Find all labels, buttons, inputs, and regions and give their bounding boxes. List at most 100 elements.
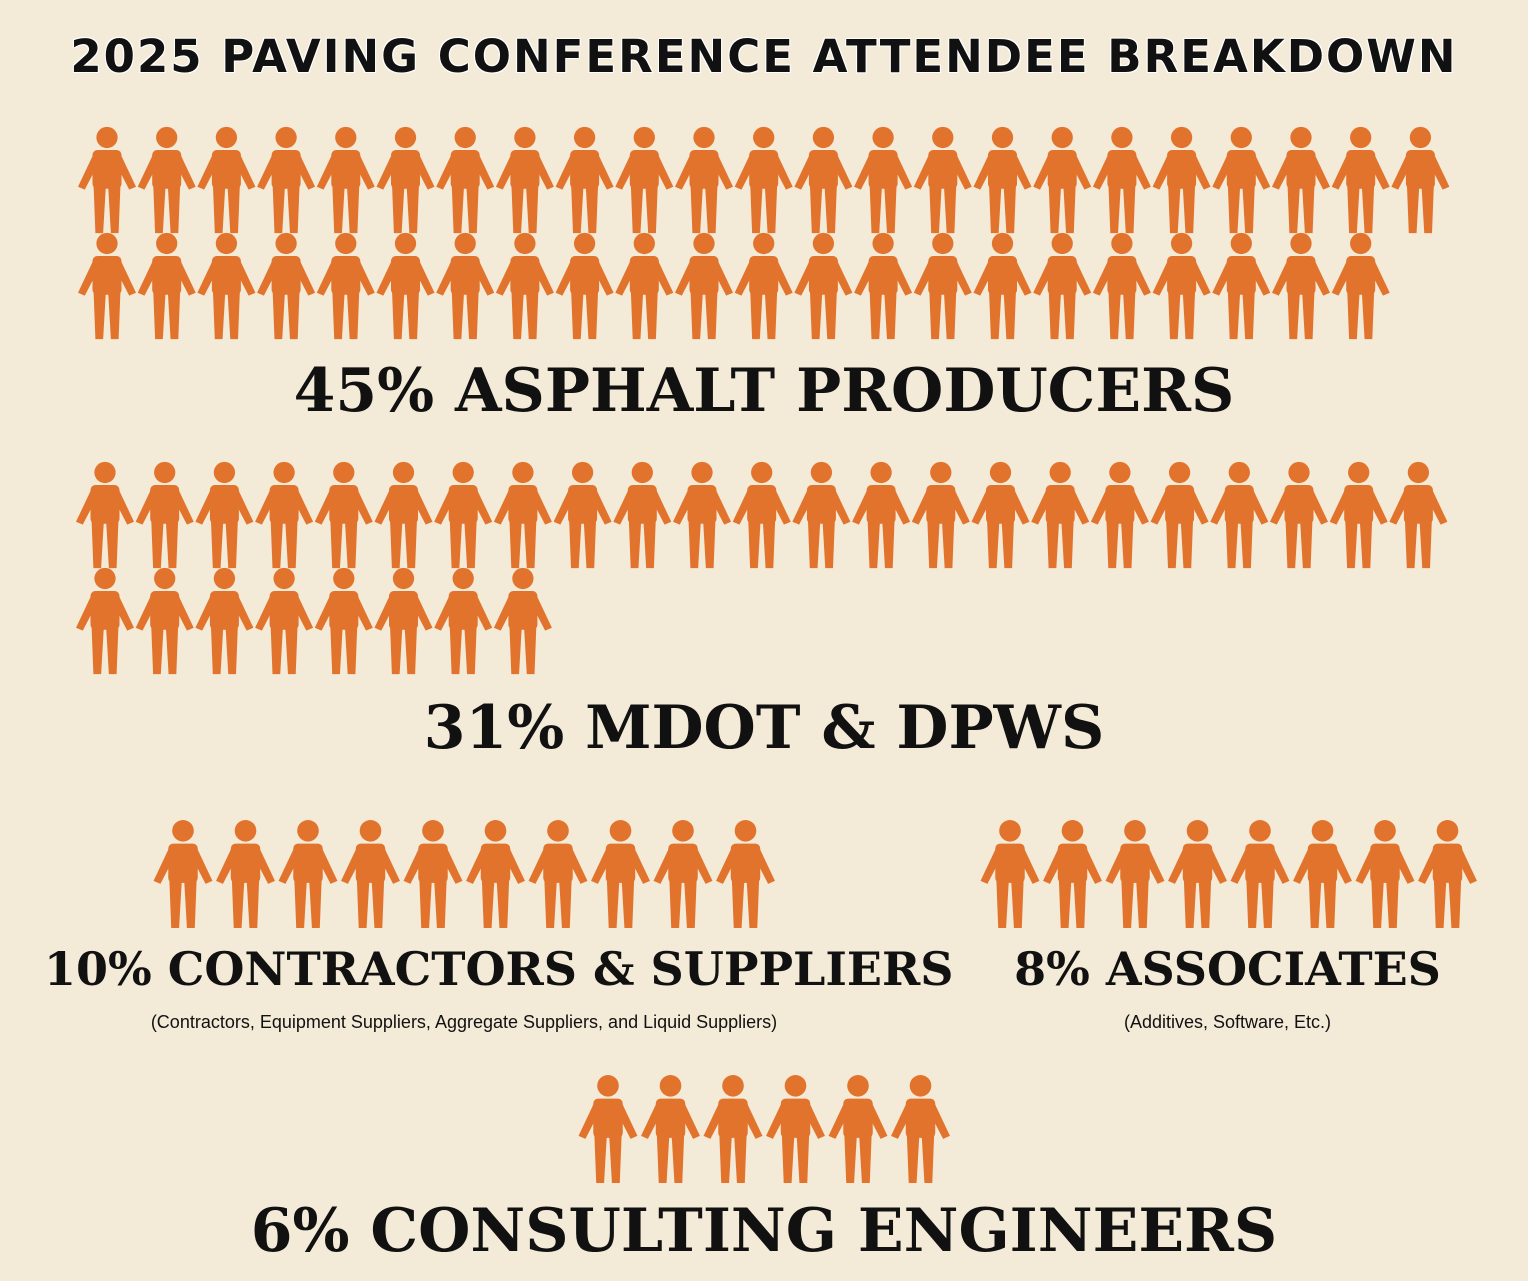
label-contractors: 10% CONTRACTORS & SUPPLIERS	[44, 942, 954, 996]
person-icon	[1418, 820, 1477, 928]
person-icon	[734, 232, 793, 340]
person-icon	[828, 1075, 888, 1183]
person-icon	[1090, 461, 1149, 569]
person-icon	[613, 461, 672, 569]
person-icon	[1210, 461, 1269, 569]
person-icon	[135, 567, 194, 675]
person-icon	[434, 567, 493, 675]
person-icon	[578, 1075, 638, 1183]
person-icon	[1270, 461, 1328, 569]
person-icon	[973, 232, 1032, 340]
person-icon	[673, 461, 731, 569]
person-icon	[278, 820, 338, 928]
person-icon	[913, 126, 972, 234]
person-icon	[980, 820, 1040, 928]
person-icon	[555, 232, 614, 340]
person-icon	[732, 461, 791, 569]
person-icon	[495, 126, 554, 234]
label-asphalt: 45% ASPHALT PRODUCERS	[293, 356, 1235, 426]
person-icon	[1329, 461, 1388, 569]
person-icon	[1212, 232, 1271, 340]
person-icon	[555, 126, 614, 234]
note-contractors: (Contractors, Equipment Suppliers, Aggre…	[150, 1012, 778, 1032]
person-icon	[1150, 461, 1209, 569]
person-icon	[374, 567, 433, 675]
person-icon	[794, 126, 853, 234]
person-icon	[316, 232, 375, 340]
person-icon	[911, 461, 970, 569]
person-icon	[641, 1075, 700, 1183]
label-associates: 8% ASSOCIATES	[1014, 942, 1441, 996]
person-icon	[1272, 232, 1330, 340]
person-icon	[255, 461, 314, 569]
person-icon	[615, 232, 674, 340]
person-icon	[493, 461, 552, 569]
person-icon	[1105, 820, 1165, 928]
person-icon	[1391, 126, 1450, 234]
person-icon	[78, 232, 136, 340]
person-icon	[1331, 232, 1390, 340]
person-icon	[913, 232, 972, 340]
person-icon	[891, 1075, 950, 1183]
label-mdot: 31% MDOT & DPWS	[423, 693, 1105, 763]
person-icon	[1168, 820, 1227, 928]
person-icon	[1031, 461, 1090, 569]
person-icon	[153, 820, 213, 928]
person-icon	[434, 461, 493, 569]
person-icon	[553, 461, 612, 569]
person-icon	[314, 567, 373, 675]
person-icon	[792, 461, 851, 569]
person-icon	[1355, 820, 1415, 928]
person-icon	[436, 232, 495, 340]
person-icon	[615, 126, 674, 234]
person-icon	[1043, 820, 1102, 928]
icon-group-asphalt	[78, 126, 1450, 340]
person-icon	[1272, 126, 1330, 234]
icon-group-mdot	[76, 461, 1448, 675]
person-icon	[675, 232, 733, 340]
person-icon	[766, 1075, 825, 1183]
person-icon	[1212, 126, 1271, 234]
person-icon	[403, 820, 463, 928]
person-icon	[1293, 820, 1352, 928]
person-icon	[374, 461, 433, 569]
person-icon	[1033, 232, 1092, 340]
person-icon	[341, 820, 400, 928]
person-icon	[436, 126, 495, 234]
person-icon	[1033, 126, 1092, 234]
icon-group-engineers	[578, 1075, 950, 1183]
person-icon	[675, 126, 733, 234]
person-icon	[195, 461, 254, 569]
chart-title: 2025 PAVING CONFERENCE ATTENDEE BREAKDOW…	[70, 30, 1458, 83]
person-icon	[376, 232, 435, 340]
person-icon	[973, 126, 1032, 234]
person-icon	[1230, 820, 1290, 928]
person-icon	[197, 232, 256, 340]
person-icon	[854, 232, 913, 340]
person-icon	[216, 820, 275, 928]
person-icon	[591, 820, 650, 928]
person-icon	[257, 232, 316, 340]
person-icon	[716, 820, 775, 928]
icon-group-associates	[980, 820, 1477, 928]
person-icon	[1152, 232, 1211, 340]
person-icon	[314, 461, 373, 569]
person-icon	[1331, 126, 1390, 234]
person-icon	[528, 820, 588, 928]
person-icon	[854, 126, 913, 234]
person-icon	[316, 126, 375, 234]
person-icon	[255, 567, 314, 675]
person-icon	[703, 1075, 763, 1183]
note-associates: (Additives, Software, Etc.)	[1123, 1012, 1332, 1032]
person-icon	[135, 461, 194, 569]
person-icon	[195, 567, 254, 675]
person-icon	[466, 820, 525, 928]
person-icon	[971, 461, 1030, 569]
person-icon	[495, 232, 554, 340]
person-icon	[734, 126, 793, 234]
person-icon	[794, 232, 853, 340]
person-icon	[257, 126, 316, 234]
person-icon	[852, 461, 911, 569]
person-icon	[1389, 461, 1448, 569]
